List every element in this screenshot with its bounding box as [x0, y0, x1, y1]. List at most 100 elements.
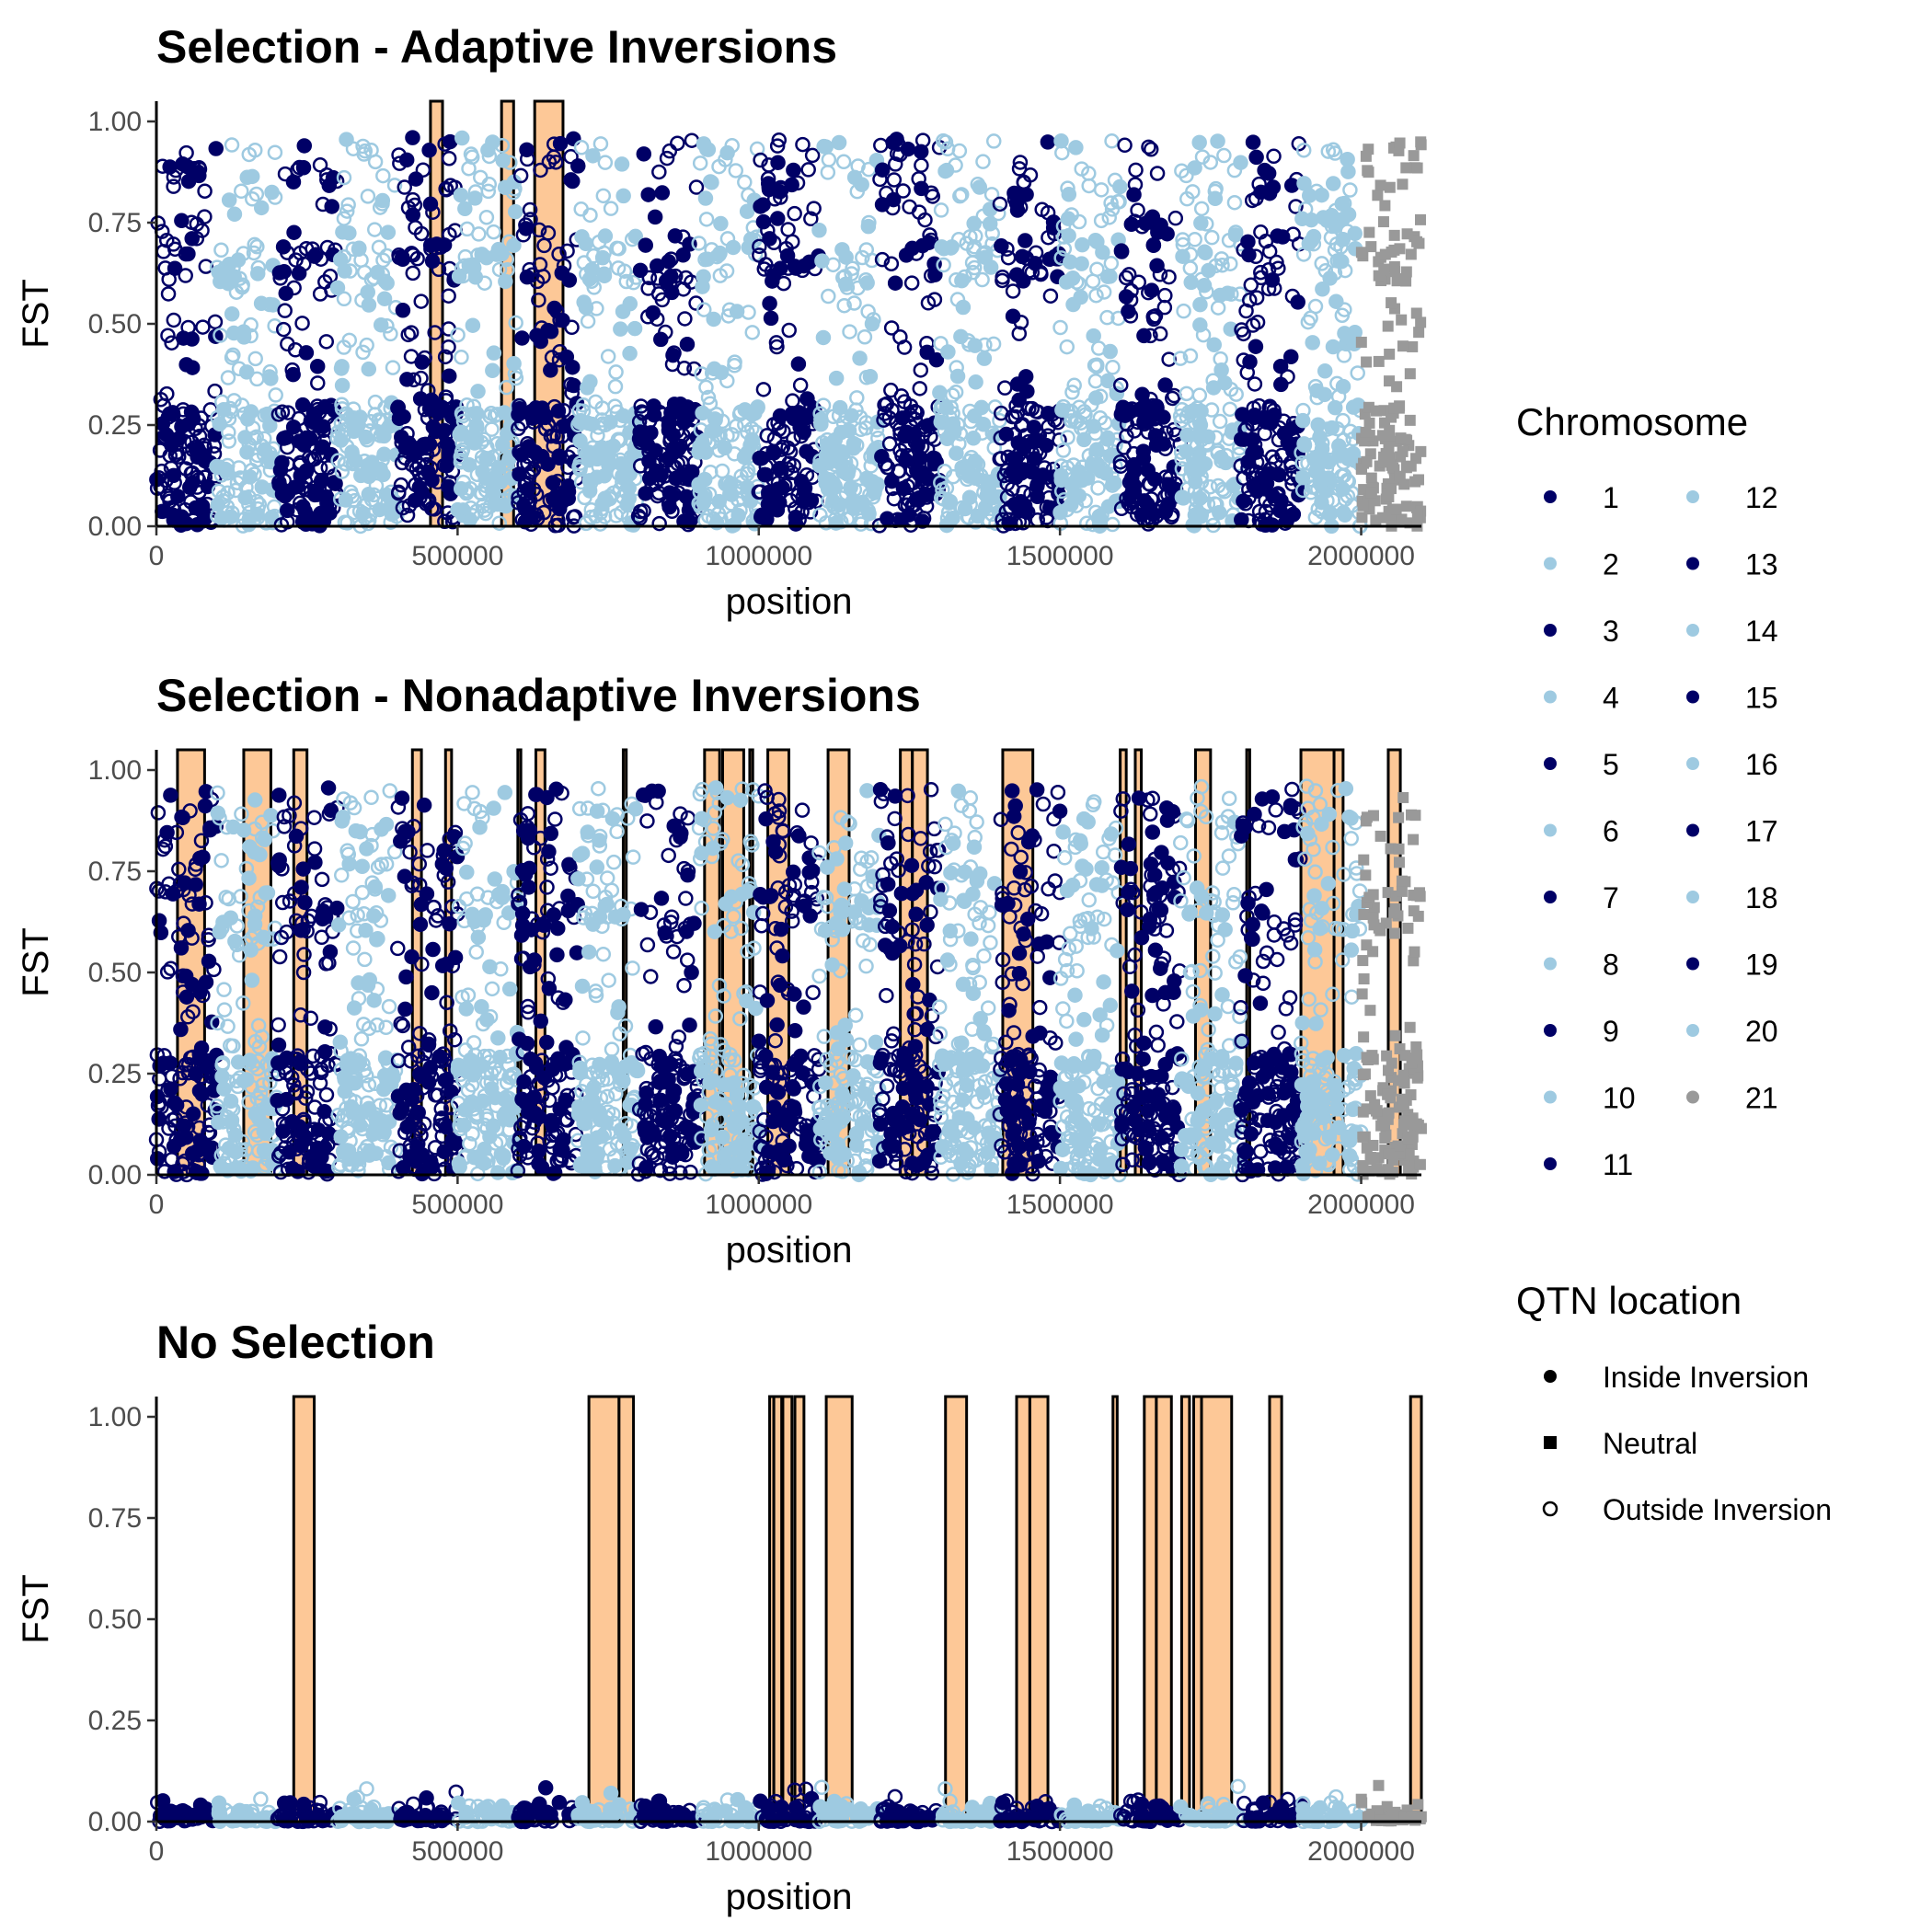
point: [779, 247, 796, 264]
point: [834, 242, 850, 258]
point: [900, 141, 916, 157]
point: [227, 482, 244, 499]
point: [574, 845, 591, 861]
point: [400, 200, 417, 216]
point: [241, 496, 257, 512]
point: [244, 972, 260, 988]
point: [178, 515, 194, 532]
point: [481, 177, 498, 192]
point: [729, 1156, 745, 1173]
point: [293, 880, 309, 895]
point: [1088, 390, 1104, 406]
point: [225, 325, 242, 341]
point: [262, 363, 278, 380]
point: [284, 362, 300, 378]
point: [474, 247, 489, 262]
point: [391, 247, 407, 263]
point: [1324, 207, 1340, 224]
point: [1395, 432, 1407, 444]
point: [224, 137, 240, 153]
point: [167, 475, 182, 490]
point: [592, 136, 609, 152]
point: [586, 280, 602, 295]
point: [360, 977, 376, 994]
point: [805, 984, 821, 1001]
point: [325, 400, 341, 417]
point: [249, 500, 266, 517]
x-axis-label: position: [726, 581, 853, 622]
point: [224, 306, 240, 322]
point: [163, 1081, 178, 1097]
point: [651, 164, 667, 180]
point: [1296, 176, 1312, 191]
point: [160, 328, 176, 343]
point: [932, 385, 948, 401]
point: [1134, 386, 1150, 403]
point: [427, 325, 443, 340]
point: [295, 256, 312, 272]
point: [913, 362, 929, 378]
point: [640, 187, 656, 202]
point: [1382, 320, 1394, 332]
point: [796, 424, 812, 441]
point: [1394, 137, 1406, 149]
point: [406, 372, 422, 388]
point: [244, 168, 260, 185]
point: [1400, 500, 1412, 512]
point: [1397, 178, 1409, 190]
point: [1216, 147, 1232, 164]
point: [166, 312, 182, 328]
point: [413, 896, 430, 913]
point: [1355, 336, 1367, 348]
point: [1373, 355, 1385, 367]
point: [973, 399, 990, 416]
point: [215, 262, 232, 279]
point: [713, 215, 729, 232]
point: [329, 280, 346, 296]
point: [519, 142, 535, 158]
point: [1235, 407, 1250, 422]
point: [1143, 402, 1159, 419]
point: [190, 165, 206, 180]
point: [1325, 339, 1341, 355]
point: [830, 1136, 846, 1153]
point: [552, 343, 568, 360]
point: [207, 383, 223, 399]
point: [1179, 443, 1194, 459]
point: [226, 206, 243, 223]
point: [1105, 516, 1121, 533]
point: [821, 288, 836, 305]
point: [601, 972, 616, 988]
point: [424, 500, 440, 516]
point: [375, 167, 391, 184]
point: [559, 243, 575, 259]
point: [462, 512, 478, 527]
point: [1149, 166, 1166, 181]
point: [1240, 234, 1256, 250]
point: [820, 165, 836, 180]
point: [883, 382, 899, 398]
point: [621, 490, 637, 507]
point: [1360, 426, 1372, 438]
point: [474, 454, 489, 470]
point: [336, 291, 352, 307]
point: [529, 328, 545, 343]
point: [247, 916, 263, 932]
point: [264, 184, 280, 201]
point: [794, 802, 811, 818]
point: [804, 863, 821, 879]
point: [919, 344, 935, 361]
point: [382, 783, 398, 799]
point: [1414, 213, 1426, 225]
point: [465, 785, 480, 800]
snp-points: [149, 130, 1427, 535]
point: [345, 1059, 362, 1075]
point: [1342, 182, 1358, 198]
point: [792, 377, 809, 393]
point: [1384, 375, 1396, 387]
point: [1372, 190, 1384, 201]
point: [854, 892, 869, 909]
point: [628, 1063, 645, 1079]
point: [422, 1154, 439, 1169]
point: [208, 141, 224, 156]
